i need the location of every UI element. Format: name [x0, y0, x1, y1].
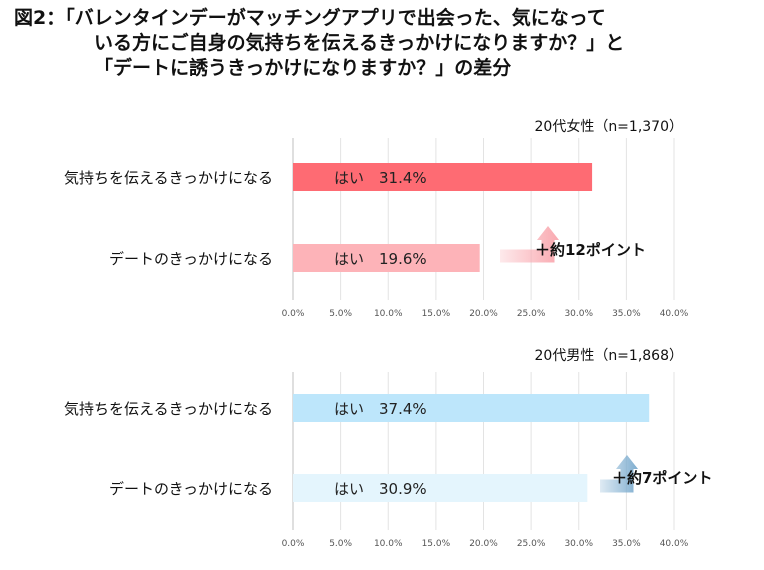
- x-tick-label: 10.0%: [374, 539, 403, 549]
- difference-arrow: [600, 455, 638, 493]
- bar-value-label: はい 30.9%: [334, 480, 427, 498]
- x-tick-label: 5.0%: [329, 539, 352, 549]
- x-tick-label: 15.0%: [422, 309, 451, 319]
- title-line-1: 図2：「バレンタインデーがマッチングアプリで出会った、気になって: [14, 7, 606, 29]
- x-tick-label: 25.0%: [517, 539, 546, 549]
- x-tick-label: 30.0%: [564, 539, 593, 549]
- difference-arrow: [500, 226, 559, 263]
- x-tick-label: 40.0%: [660, 309, 689, 319]
- category-label: デートのきっかけになる: [109, 480, 273, 498]
- x-tick-label: 15.0%: [422, 539, 451, 549]
- title-line-2: いる方にご自身の気持ちを伝えるきっかけになりますか？」と: [94, 32, 625, 54]
- bar: [293, 163, 593, 191]
- bar-value-label: はい 37.4%: [334, 400, 427, 418]
- x-tick-label: 20.0%: [469, 309, 498, 319]
- category-label: 気持ちを伝えるきっかけになる: [64, 169, 273, 187]
- title-line-3: 「デートに誘うきっかけになりますか？」の差分: [94, 57, 512, 79]
- difference-annotation: ＋約12ポイント: [535, 241, 646, 259]
- panel-title: 20代女性（n=1,370）: [535, 118, 684, 135]
- category-label: 気持ちを伝えるきっかけになる: [64, 400, 273, 418]
- x-tick-label: 40.0%: [660, 539, 689, 549]
- x-tick-label: 35.0%: [612, 309, 641, 319]
- bar: [293, 474, 588, 502]
- x-tick-label: 0.0%: [282, 309, 305, 319]
- bar: [293, 244, 480, 272]
- difference-annotation: ＋約7ポイント: [612, 469, 712, 487]
- x-tick-label: 25.0%: [517, 309, 546, 319]
- bar: [293, 394, 650, 422]
- x-tick-label: 30.0%: [564, 309, 593, 319]
- bar-value-label: はい 31.4%: [334, 169, 427, 187]
- x-tick-label: 20.0%: [469, 539, 498, 549]
- chart-panel-2: 20代男性（n=1,868） 0.0% 5.0% 10.0% 15.0% 20.0% 25.…: [64, 348, 712, 549]
- x-tick-label: 10.0%: [374, 309, 403, 319]
- x-tick-label: 0.0%: [282, 539, 305, 549]
- category-label: デートのきっかけになる: [109, 250, 273, 268]
- chart-title: 図2：「バレンタインデーがマッチングアプリで出会った、気になって いる方にご自身…: [14, 6, 754, 81]
- x-tick-label: 35.0%: [612, 539, 641, 549]
- bar-value-label: はい 19.6%: [334, 250, 427, 268]
- panel-title: 20代男性（n=1,868）: [535, 348, 684, 364]
- x-tick-label: 5.0%: [329, 309, 352, 319]
- chart-panel-1: 20代女性（n=1,370） 0.0% 5.0% 10.0% 15.0% 20.0% 25.…: [64, 118, 689, 319]
